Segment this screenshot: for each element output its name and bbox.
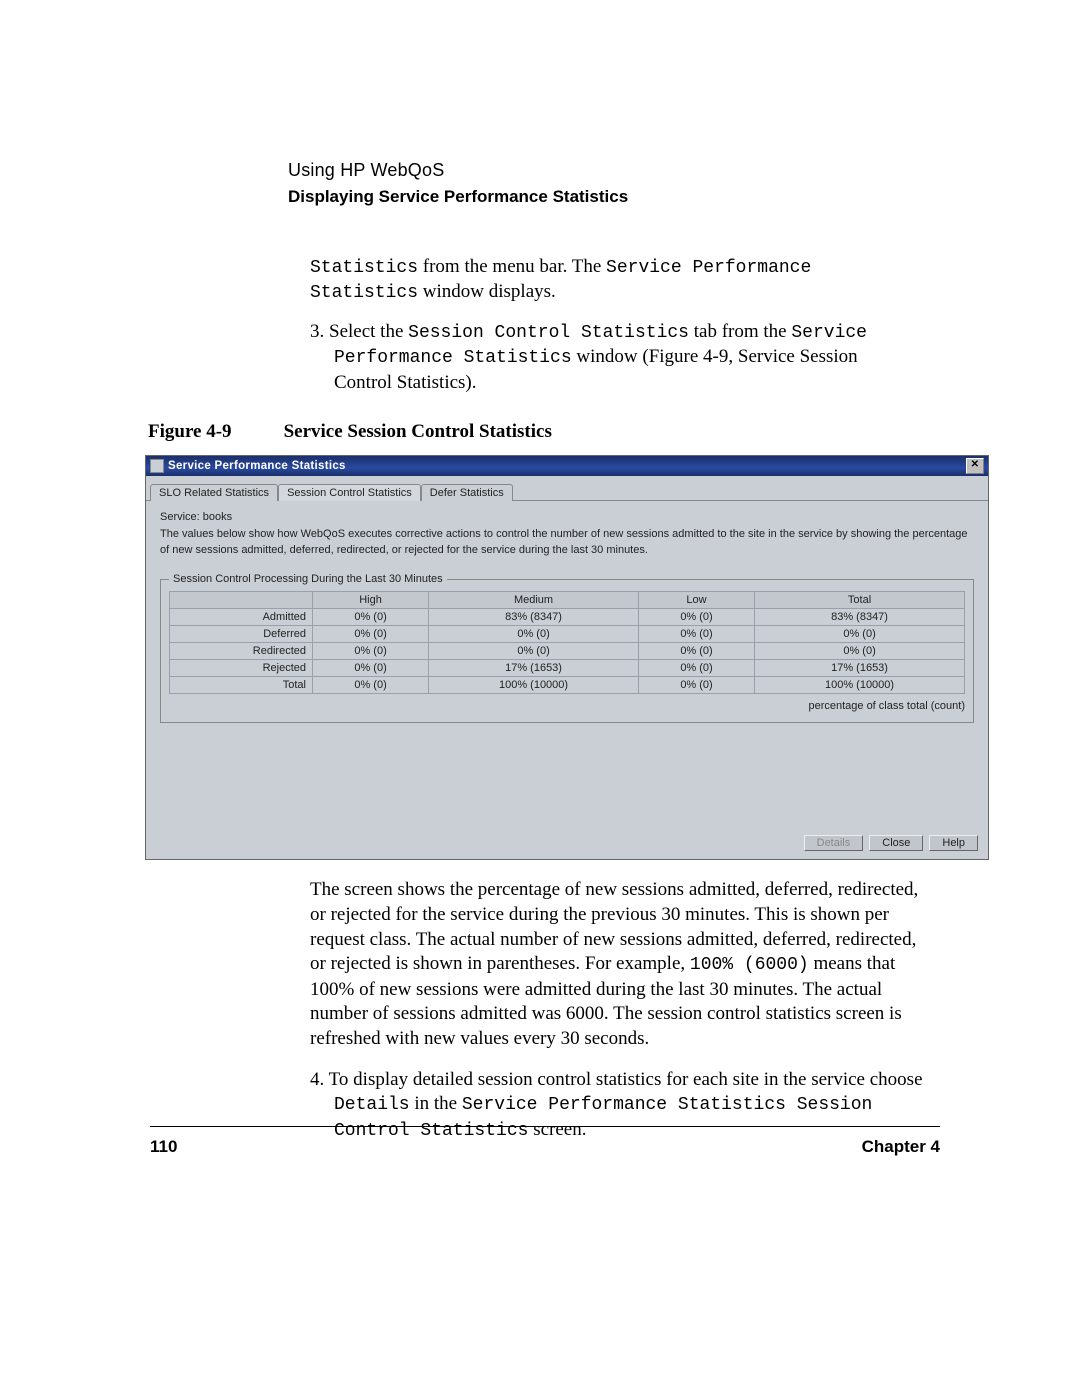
window-title: Service Performance Statistics [168,460,346,472]
table-row: Rejected 0% (0) 17% (1653) 0% (0) 17% (1… [170,660,965,677]
close-button[interactable]: Close [869,835,923,851]
titlebar: Service Performance Statistics ✕ [146,456,988,476]
description-text: The values below show how WebQoS execute… [160,527,974,559]
table-row: Redirected 0% (0) 0% (0) 0% (0) 0% (0) [170,643,965,660]
screenshot-window: Service Performance Statistics ✕ SLO Rel… [145,455,989,860]
header-line-1: Using HP WebQoS [288,160,940,181]
header-line-2: Displaying Service Performance Statistic… [288,187,940,207]
stats-legend: Session Control Processing During the La… [169,573,447,585]
table-row: Total 0% (0) 100% (10000) 0% (0) 100% (1… [170,677,965,694]
figure-caption: Figure 4-9Service Session Control Statis… [148,421,940,443]
para-after: The screen shows the percentage of new s… [310,878,925,1052]
window-body: Service: books The values below show how… [146,501,988,859]
page-footer: 110 Chapter 4 [150,1126,940,1157]
intro-text: Statistics from the menu bar. The Servic… [310,255,920,306]
tab-defer[interactable]: Defer Statistics [421,484,513,501]
tab-bar: SLO Related Statistics Session Control S… [146,476,988,501]
tab-slo[interactable]: SLO Related Statistics [150,484,278,501]
service-label: Service: books [160,511,974,523]
details-button[interactable]: Details [804,835,864,851]
close-icon[interactable]: ✕ [966,458,984,474]
step-3: 3. Select the Session Control Statistics… [310,320,920,395]
stats-table: High Medium Low Total Admitted 0% (0) 83… [169,591,965,694]
table-row: Deferred 0% (0) 0% (0) 0% (0) 0% (0) [170,626,965,643]
stats-fieldset: Session Control Processing During the La… [160,573,974,723]
chapter-label: Chapter 4 [862,1137,940,1157]
page-number: 110 [150,1137,177,1157]
app-icon [150,459,164,473]
intro-mono-1: Statistics [310,258,418,278]
table-header-row: High Medium Low Total [170,592,965,609]
tab-session-control[interactable]: Session Control Statistics [278,484,421,501]
button-row: Details Close Help [804,835,978,851]
help-button[interactable]: Help [929,835,978,851]
table-row: Admitted 0% (0) 83% (8347) 0% (0) 83% (8… [170,609,965,626]
footer-note: percentage of class total (count) [169,700,965,712]
